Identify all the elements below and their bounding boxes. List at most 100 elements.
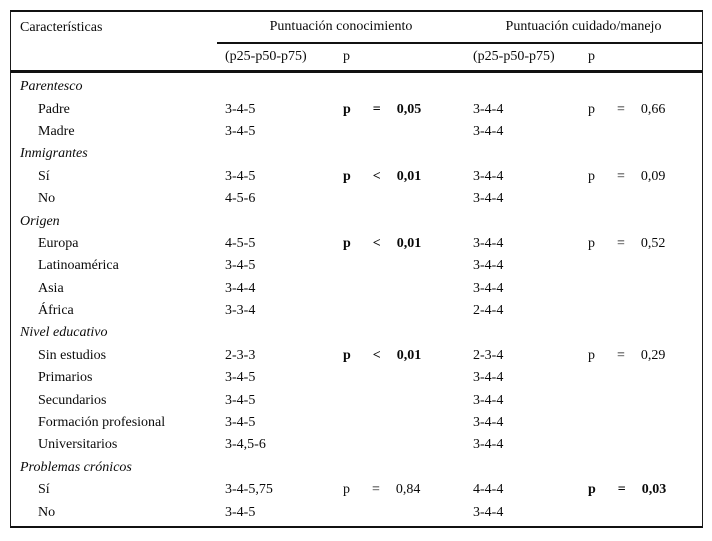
p-value: 0,01 — [396, 168, 422, 184]
p-symbol: p — [588, 347, 595, 363]
row-label: Formación profesional — [38, 415, 166, 431]
knowledge-score: 3-4-5 — [225, 168, 256, 184]
row-label: Sin estudios — [38, 347, 107, 363]
p-value: 0,52 — [640, 235, 666, 251]
p-operator: = — [372, 482, 380, 498]
p-symbol: p — [588, 101, 595, 117]
care-score: 3-4-4 — [473, 504, 504, 520]
table-section: Parentesco Padre 3-4-5 3-4-4 Madre 3-4-5 3-4-4… — [11, 76, 702, 143]
care-score: 3-4-4 — [473, 168, 504, 184]
section-rows: Sí 3-4-5,75 4-4-4 No 3-4-5 3-4-4 p = 0,84 p = 0,03 — [11, 479, 702, 524]
statistics-table: Características Puntuación conocimiento … — [10, 10, 703, 528]
row-label: No — [38, 191, 56, 207]
row-label: África — [38, 303, 74, 319]
knowledge-pvalue: p <0,01 — [335, 166, 465, 188]
care-score: 3-4-4 — [473, 437, 504, 453]
knowledge-score: 4-5-5 — [225, 235, 256, 251]
group-header-knowledge: Puntuación conocimiento — [269, 19, 413, 34]
knowledge-score: 3-3-4 — [225, 303, 256, 319]
table-section: Inmigrantes Sí 3-4-5 3-4-4 No 4-5-6 3-4-4 p <0,0… — [11, 143, 702, 210]
row-label: Secundarios — [38, 392, 107, 408]
p-value: 0,84 — [395, 482, 421, 498]
p-value: 0,01 — [396, 347, 422, 363]
group-header-care: Puntuación cuidado/manejo — [505, 19, 662, 34]
p-operator: = — [617, 235, 625, 251]
row-label: Sí — [38, 482, 50, 498]
p-operator: = — [617, 482, 626, 498]
care-score: 3-4-4 — [473, 123, 504, 139]
care-score: 3-4-4 — [473, 258, 504, 274]
knowledge-score: 2-3-3 — [225, 347, 256, 363]
column-header-caracteristicas: Características — [20, 20, 103, 35]
section-name: Problemas crónicos — [20, 459, 132, 475]
knowledge-score: 3-4-5 — [225, 258, 256, 274]
p-symbol: p — [343, 168, 351, 184]
knowledge-pvalue: p <0,01 — [335, 345, 465, 367]
table-section: Origen Europa 4-5-5 3-4-4 Latinoamérica 3-4-5… — [11, 210, 702, 322]
care-score: 3-4-4 — [473, 392, 504, 408]
p-operator: < — [372, 168, 381, 184]
knowledge-pvalue: p = 0,84 — [335, 479, 465, 501]
knowledge-score: 3-4-5 — [225, 504, 256, 520]
section-rows: Sí 3-4-5 3-4-4 No 4-5-6 3-4-4 p <0,01 p = 0,09 — [11, 166, 702, 211]
section-rows: Europa 4-5-5 3-4-4 Latinoamérica 3-4-5 3-4-4 A… — [11, 233, 702, 323]
section-name: Nivel educativo — [20, 325, 108, 341]
care-score: 3-4-4 — [473, 235, 504, 251]
table-section: Nivel educativo Sin estudios 2-3-3 2-3-4 Pri… — [11, 322, 702, 456]
p-value: 0,01 — [396, 235, 422, 251]
section-name: Origen — [20, 213, 60, 229]
subheader-knowledge-percentiles: (p25-p50-p75) — [225, 49, 307, 64]
p-symbol: p — [588, 168, 595, 184]
knowledge-score: 3-4-4 — [225, 280, 256, 296]
subheader-knowledge-p: p — [343, 49, 350, 64]
knowledge-pvalue: p = 0,05 — [335, 98, 465, 120]
care-pvalue: p = 0,29 — [580, 345, 702, 367]
knowledge-score: 3-4-5 — [225, 392, 256, 408]
p-symbol: p — [588, 482, 596, 498]
subheader-care-p: p — [588, 49, 595, 64]
p-symbol: p — [588, 235, 595, 251]
knowledge-score: 3-4-5,75 — [225, 482, 273, 498]
row-label: Latinoamérica — [38, 258, 119, 274]
table-body: Parentesco Padre 3-4-5 3-4-4 Madre 3-4-5 3-4-4… — [11, 73, 702, 524]
section-name: Inmigrantes — [20, 146, 88, 162]
row-label: Asia — [38, 280, 64, 296]
p-operator: = — [372, 101, 381, 117]
p-symbol: p — [343, 235, 351, 251]
p-value: 0,05 — [396, 101, 422, 117]
knowledge-score: 4-5-6 — [225, 191, 256, 207]
subheader-care-percentiles: (p25-p50-p75) — [473, 49, 555, 64]
p-operator: < — [372, 235, 381, 251]
section-name: Parentesco — [20, 79, 83, 95]
row-label: Padre — [38, 101, 70, 117]
knowledge-score: 3-4-5 — [225, 415, 256, 431]
care-pvalue: p = 0,52 — [580, 233, 702, 255]
p-symbol: p — [343, 482, 350, 498]
care-score: 3-4-4 — [473, 280, 504, 296]
row-label: Europa — [38, 235, 79, 251]
row-label: Universitarios — [38, 437, 118, 453]
section-rows: Padre 3-4-5 3-4-4 Madre 3-4-5 3-4-4 p = 0,05 p = 0,… — [11, 98, 702, 143]
p-value: 0,66 — [640, 101, 666, 117]
p-operator: = — [617, 347, 625, 363]
row-label: No — [38, 504, 56, 520]
group-header-row: Puntuación conocimiento Puntuación cuida… — [217, 12, 702, 44]
table-section: Problemas crónicos Sí 3-4-5,75 4-4-4 No 3-4-5… — [11, 457, 702, 524]
p-value: 0,03 — [641, 482, 667, 498]
p-value: 0,29 — [640, 347, 666, 363]
row-label: Madre — [38, 123, 75, 139]
care-score: 2-4-4 — [473, 303, 504, 319]
knowledge-score: 3-4-5 — [225, 123, 256, 139]
section-rows: Sin estudios 2-3-3 2-3-4 Primarios 3-4-5 3-4-… — [11, 345, 702, 457]
p-operator: = — [617, 101, 625, 117]
care-score: 3-4-4 — [473, 101, 504, 117]
care-score: 3-4-4 — [473, 191, 504, 207]
p-value: 0,09 — [640, 168, 666, 184]
knowledge-score: 3-4-5 — [225, 370, 256, 386]
care-score: 2-3-4 — [473, 347, 504, 363]
care-score: 3-4-4 — [473, 370, 504, 386]
row-label: Primarios — [38, 370, 93, 386]
p-symbol: p — [343, 347, 351, 363]
p-operator: < — [372, 347, 381, 363]
